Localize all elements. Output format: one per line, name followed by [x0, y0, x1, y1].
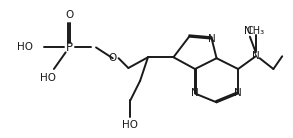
Text: O: O — [65, 10, 74, 20]
Text: N: N — [244, 26, 252, 36]
Text: CH₃: CH₃ — [247, 26, 265, 36]
Text: N: N — [234, 88, 242, 99]
Text: O: O — [109, 53, 117, 63]
Text: HO: HO — [122, 120, 138, 130]
Text: N: N — [252, 51, 260, 61]
Text: HO: HO — [16, 43, 33, 52]
Text: HO: HO — [40, 73, 56, 83]
Text: P: P — [66, 41, 73, 54]
Text: N: N — [208, 34, 216, 44]
Text: N: N — [191, 88, 199, 99]
